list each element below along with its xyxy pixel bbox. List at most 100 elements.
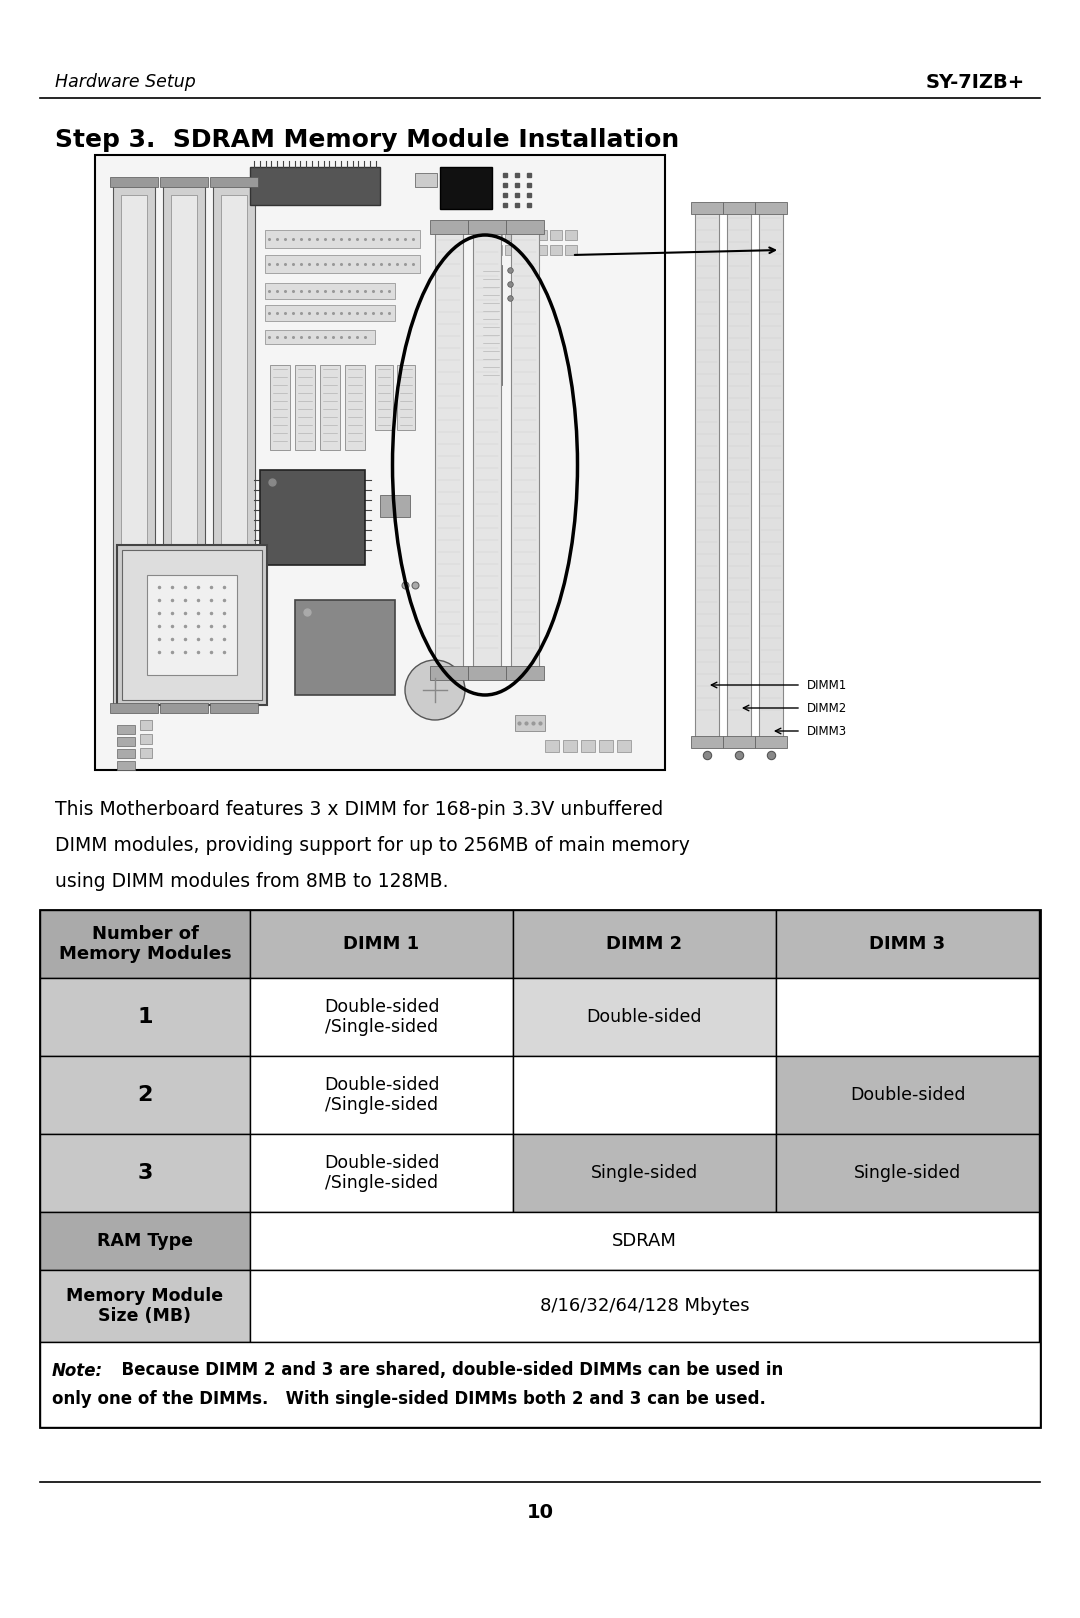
Bar [727, 210, 751, 739]
Bar [117, 738, 135, 746]
Bar [755, 202, 787, 214]
Bar [777, 909, 1039, 977]
Text: 2: 2 [137, 1086, 152, 1105]
Bar [265, 283, 395, 299]
Text: DIMM2: DIMM2 [807, 702, 847, 715]
Bar [270, 366, 291, 450]
Bar [320, 366, 340, 450]
Text: DIMM1: DIMM1 [807, 678, 847, 691]
Text: This Motherboard features 3 x DIMM for 168-pin 3.3V unbuffered: This Motherboard features 3 x DIMM for 1… [55, 799, 663, 819]
Bar [755, 736, 787, 748]
Bar [565, 244, 577, 256]
Bar [249, 977, 513, 1057]
Bar [171, 196, 197, 696]
Bar [581, 739, 595, 752]
Bar [147, 574, 237, 675]
Text: DIMM3: DIMM3 [807, 725, 847, 738]
Bar [507, 220, 544, 235]
Bar [691, 202, 723, 214]
Text: RAM Type: RAM Type [97, 1231, 193, 1251]
Bar [210, 176, 258, 188]
Bar [265, 256, 420, 273]
Bar [140, 735, 152, 744]
Bar [117, 545, 267, 705]
Bar [249, 1057, 513, 1134]
Bar [691, 736, 723, 748]
Bar [777, 977, 1039, 1057]
Bar [295, 600, 395, 696]
Bar [468, 220, 507, 235]
Circle shape [405, 660, 465, 720]
Bar [173, 605, 195, 616]
Bar [519, 244, 532, 256]
Bar [160, 176, 208, 188]
Bar [563, 739, 577, 752]
Bar [513, 1134, 777, 1212]
Bar [535, 230, 546, 239]
Bar [221, 196, 247, 696]
Bar [375, 366, 393, 430]
Bar [40, 909, 1040, 1427]
Bar [40, 1212, 249, 1270]
Bar [397, 366, 415, 430]
Bar [295, 366, 315, 450]
Bar [473, 230, 501, 670]
Bar [260, 469, 365, 565]
Bar [515, 715, 545, 731]
Text: SY-7IZB+: SY-7IZB+ [926, 73, 1025, 92]
Text: Step 3.  SDRAM Memory Module Installation: Step 3. SDRAM Memory Module Installation [55, 128, 679, 152]
Bar [163, 184, 205, 705]
Text: Double-sided
/Single-sided: Double-sided /Single-sided [324, 1076, 440, 1115]
Bar [519, 230, 532, 239]
Bar [545, 739, 559, 752]
Bar [565, 230, 577, 239]
Bar [345, 366, 365, 450]
Bar [40, 1270, 249, 1341]
Bar [511, 230, 539, 670]
Bar [40, 1341, 1040, 1427]
Bar [110, 176, 158, 188]
Bar [430, 220, 468, 235]
Bar [777, 1134, 1039, 1212]
Bar [160, 702, 208, 714]
Bar [550, 244, 562, 256]
Text: 8/16/32/64/128 Mbytes: 8/16/32/64/128 Mbytes [540, 1298, 750, 1315]
Bar [599, 739, 613, 752]
Bar [121, 196, 147, 696]
Bar [117, 725, 135, 735]
Bar [265, 306, 395, 320]
Bar [249, 167, 380, 205]
Bar [222, 605, 245, 616]
Bar [40, 1057, 249, 1134]
Text: Because DIMM 2 and 3 are shared, double-sided DIMMs can be used in: Because DIMM 2 and 3 are shared, double-… [110, 1361, 783, 1380]
Bar [213, 184, 255, 705]
Text: only one of the DIMMs.   With single-sided DIMMs both 2 and 3 can be used.: only one of the DIMMs. With single-sided… [52, 1390, 766, 1408]
Text: Hardware Setup: Hardware Setup [55, 73, 195, 91]
Text: Double-sided: Double-sided [850, 1086, 966, 1103]
Bar [415, 173, 437, 188]
Text: Double-sided
/Single-sided: Double-sided /Single-sided [324, 1154, 440, 1192]
Bar [468, 667, 507, 680]
Bar [265, 230, 420, 248]
Bar [265, 330, 375, 345]
Bar [380, 495, 410, 518]
Bar [249, 1134, 513, 1212]
Bar [249, 1212, 1039, 1270]
Bar [113, 184, 156, 705]
Bar [435, 230, 463, 670]
Bar [505, 230, 517, 239]
Text: Double-sided
/Single-sided: Double-sided /Single-sided [324, 998, 440, 1037]
Bar [513, 977, 777, 1057]
Text: Single-sided: Single-sided [591, 1163, 698, 1183]
Bar [723, 736, 755, 748]
Bar [490, 244, 502, 256]
Bar [40, 909, 249, 977]
Bar [723, 202, 755, 214]
Bar [505, 244, 517, 256]
Bar [480, 265, 502, 385]
Text: DIMM 1: DIMM 1 [343, 935, 419, 953]
Text: DIMM 2: DIMM 2 [607, 935, 683, 953]
Text: Memory Module
Size (MB): Memory Module Size (MB) [67, 1286, 224, 1325]
Bar [40, 1134, 249, 1212]
Text: Note:: Note: [52, 1361, 103, 1380]
